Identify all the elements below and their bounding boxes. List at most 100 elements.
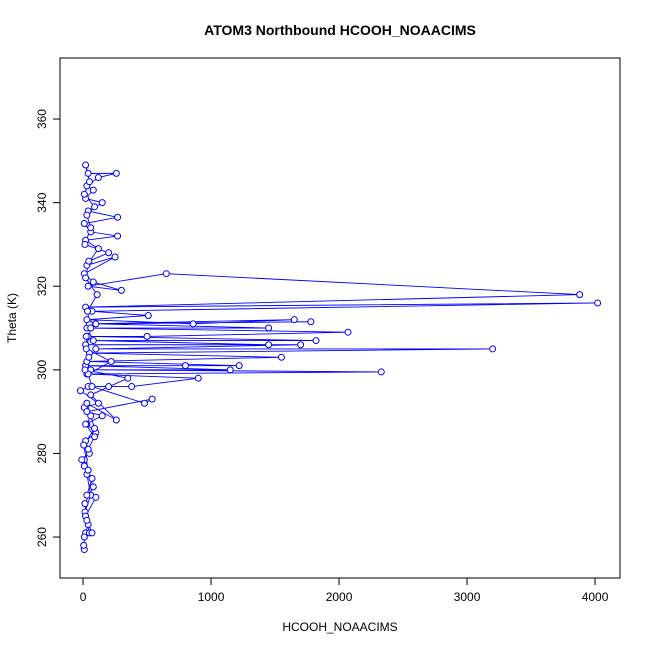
data-point [81, 500, 89, 508]
data-point [144, 311, 152, 319]
data-point [265, 324, 273, 332]
data-point [111, 253, 119, 261]
data-point [81, 240, 89, 248]
data-point [83, 516, 91, 524]
chart-title: ATOM3 Northbound HCOOH_NOAACIMS [204, 22, 476, 38]
data-point [98, 199, 106, 207]
data-point [83, 316, 91, 324]
data-point [84, 169, 92, 177]
data-point [89, 186, 97, 194]
data-point [80, 462, 88, 470]
x-tick-label: 0 [80, 590, 87, 604]
data-point [83, 408, 91, 416]
data-point [82, 161, 90, 169]
data-point [107, 357, 115, 365]
data-point [277, 353, 285, 361]
data-point [84, 282, 92, 290]
x-tick-label: 4000 [582, 590, 609, 604]
y-tick-label: 360 [35, 109, 49, 129]
data-point [124, 374, 132, 382]
x-tick-label: 1000 [198, 590, 225, 604]
data-point [92, 493, 100, 501]
y-tick-label: 320 [35, 276, 49, 296]
data-point [143, 332, 151, 340]
data-point [84, 466, 92, 474]
data-point [91, 424, 99, 432]
data-point [312, 337, 320, 345]
data-point [84, 307, 92, 315]
data-point [140, 399, 148, 407]
data-point [128, 383, 136, 391]
data-point [148, 395, 156, 403]
data-point [297, 341, 305, 349]
data-point [114, 232, 122, 240]
data-point [162, 270, 170, 278]
data-point [235, 362, 243, 370]
data-point [94, 174, 102, 182]
y-tick-label: 300 [35, 360, 49, 380]
data-point [80, 190, 88, 198]
y-tick-label: 260 [35, 527, 49, 547]
data-point [92, 345, 100, 353]
data-point [76, 387, 84, 395]
data-point [181, 362, 189, 370]
data-point [83, 491, 91, 499]
data-point [194, 374, 202, 382]
y-axis-label: Theta (K) [5, 293, 19, 343]
y-tick-label: 340 [35, 192, 49, 212]
data-point [80, 220, 88, 228]
data-point [78, 456, 86, 464]
data-point [594, 299, 602, 307]
data-point [112, 416, 120, 424]
data-point [92, 320, 100, 328]
data-point [265, 341, 273, 349]
data-point [88, 475, 96, 483]
data-point [226, 366, 234, 374]
data-point [87, 391, 95, 399]
data-point [307, 318, 315, 326]
data-point [80, 441, 88, 449]
x-tick-label: 3000 [454, 590, 481, 604]
data-point [87, 412, 95, 420]
data-point [81, 366, 89, 374]
data-point [85, 178, 93, 186]
data-point [89, 483, 97, 491]
data-point [82, 345, 90, 353]
data-point [344, 328, 352, 336]
data-point [576, 291, 584, 299]
data-point [290, 316, 298, 324]
data-point [93, 291, 101, 299]
data-point [82, 332, 90, 340]
data-point [489, 345, 497, 353]
data-point [85, 353, 93, 361]
data-point [80, 533, 88, 541]
data-point [87, 324, 95, 332]
data-point [80, 541, 88, 549]
data-point [84, 445, 92, 453]
data-point [82, 274, 90, 282]
data-point [82, 420, 90, 428]
data-point [105, 249, 113, 257]
data-point [91, 203, 99, 211]
data-point [117, 286, 125, 294]
data-point [112, 169, 120, 177]
x-tick-label: 2000 [326, 590, 353, 604]
data-point [85, 257, 93, 265]
data-point [94, 245, 102, 253]
data-point [83, 399, 91, 407]
y-tick-label: 280 [35, 443, 49, 463]
data-point [105, 383, 113, 391]
data-point [87, 224, 95, 232]
data-point [88, 529, 96, 537]
data-point [98, 412, 106, 420]
data-point [83, 211, 91, 219]
data-point [377, 368, 385, 376]
x-axis-label: HCOOH_NOAACIMS [282, 620, 397, 634]
data-point [94, 399, 102, 407]
data-point [88, 383, 96, 391]
data-point [189, 320, 197, 328]
data-point [89, 278, 97, 286]
data-point [89, 337, 97, 345]
